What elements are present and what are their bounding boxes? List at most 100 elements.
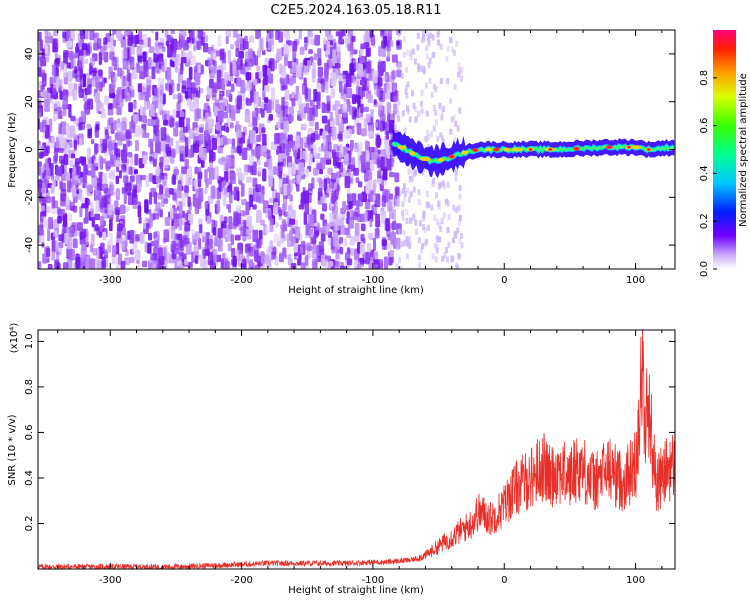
spectrogram-noise-cell [80, 110, 85, 119]
spectrogram-noise-cell [460, 66, 464, 73]
spectrogram-noise-cell [45, 196, 52, 204]
spectrogram-noise-cell [293, 150, 297, 158]
spectrogram-noise-cell [417, 198, 421, 205]
spectrogram-noise-cell [89, 258, 96, 269]
spectrogram-noise-cell [92, 68, 97, 77]
spectrogram-noise-cell [424, 82, 428, 89]
spectrogram-noise-cell [379, 120, 385, 132]
spectrogram-noise-cell [348, 216, 354, 229]
spectrogram-noise-cell [411, 48, 415, 55]
spectrogram-noise-cell [372, 179, 377, 188]
spectrogram-noise-cell [357, 181, 363, 188]
spectrogram-noise-cell [303, 77, 307, 87]
spectrogram-noise-cell [330, 172, 337, 183]
spectrogram-noise-cell [54, 52, 58, 59]
spectrogram-noise-cell [402, 229, 406, 236]
spectrogram-noise-cell [234, 234, 241, 241]
spectrogram-noise-cell [117, 67, 123, 77]
spectrogram-noise-cell [383, 83, 387, 94]
spectrogram-y-ticks: -40 -20 0 20 40 [24, 48, 675, 253]
spectrogram-noise-cell [200, 147, 207, 161]
spectrogram-noise-cell [383, 35, 388, 47]
spectrogram-noise-cell [415, 228, 419, 235]
spectrogram-noise-cell [57, 215, 62, 224]
signal-hotspot [503, 147, 511, 152]
spectrogram-noise-cell [417, 237, 421, 244]
spectrogram-noise-cell [409, 162, 413, 169]
spectrogram-noise-cell [121, 187, 127, 194]
spectrogram-noise-cell [79, 206, 83, 218]
spectrogram-noise-cell [313, 167, 319, 176]
spectrogram-noise-cell [73, 52, 79, 59]
spectrogram-noise-cell [219, 102, 226, 112]
spectrogram-noise-cell [72, 238, 78, 249]
spectrogram-noise-cell [444, 198, 448, 205]
spectrogram-noise-cell [53, 30, 59, 37]
spectrogram-noise-cell [84, 30, 89, 40]
spectrogram-noise-cell [416, 44, 420, 51]
spectrogram-noise-cell [170, 79, 175, 86]
spectrogram-noise-cell [204, 112, 209, 123]
spectrogram-noise-cell [173, 169, 179, 176]
spectrogram-noise-cell [327, 167, 333, 175]
spectrogram-noise-cell [109, 181, 114, 195]
spectrogram-noise-cell [163, 198, 169, 204]
spectrogram-noise-cell [120, 260, 126, 269]
spectrogram-noise-cell [59, 90, 63, 100]
spectrogram-noise-cell [58, 241, 64, 249]
spectrogram-noise-cell [449, 128, 453, 135]
spectrogram-noise-cell [439, 132, 443, 139]
spectrogram-noise-cell [292, 40, 298, 52]
spectrogram-noise-cell [458, 185, 462, 192]
spectrogram-noise-cell [278, 171, 282, 179]
spectrogram-noise-cell [430, 131, 434, 138]
spectrogram-noise-cell [194, 108, 200, 122]
spectrogram-noise-cell [230, 172, 236, 185]
spectrogram-noise-cell [150, 253, 157, 261]
spectrogram-noise-cell [148, 46, 155, 54]
spectrogram-noise-cell [108, 117, 114, 126]
spectrogram-noise-cell [129, 88, 135, 98]
spectrogram-noise-cell [337, 133, 343, 140]
spectrogram-noise-cell [335, 62, 341, 69]
spectrogram-noise-cell [412, 186, 416, 193]
spectrogram-noise-cell [428, 77, 432, 84]
spectrogram-noise-cell [102, 172, 108, 185]
spectrogram-noise-cell [115, 236, 119, 243]
spectrogram-noise-cell [440, 108, 444, 115]
spectrogram-noise-cell [345, 153, 349, 162]
spectrogram-noise-cell [333, 218, 340, 231]
spectrogram-noise-cell [58, 123, 63, 135]
spectrogram-noise-cell [146, 84, 151, 98]
spectrogram-noise-cell [363, 106, 370, 113]
spectrogram-noise-cell [44, 44, 49, 54]
spectrogram-noise-cell [112, 30, 117, 35]
spectrogram-noise-cell [408, 236, 412, 243]
spectrogram-noise-cell [192, 87, 199, 101]
spectrogram-noise-cell [218, 93, 223, 101]
spectrogram-noise-cell [230, 83, 235, 92]
spectrogram-noise-cell [228, 190, 233, 204]
spectrogram-noise-cell [407, 196, 411, 203]
spectrogram-noise-cell [314, 121, 319, 131]
spectrogram-noise-cell [158, 58, 164, 66]
spectrogram-noise-cell [53, 230, 58, 238]
y-tick-label: 0.8 [24, 379, 35, 395]
spectrogram-noise-cell [65, 196, 70, 206]
spectrogram-noise-cell [449, 37, 453, 44]
spectrogram-noise-cell [90, 57, 95, 66]
spectrogram-noise-cell [83, 164, 89, 175]
spectrogram-noise-cell [435, 119, 439, 126]
spectrogram-noise-cell [433, 214, 437, 221]
spectrogram-noise-cell [365, 113, 371, 123]
spectrogram-noise-cell [455, 40, 459, 47]
spectrogram-noise-cell [210, 185, 216, 199]
spectrogram-noise-cell [87, 147, 92, 160]
spectrogram-noise-cell [430, 204, 434, 211]
spectrogram-noise-cell [84, 254, 91, 269]
spectrogram-noise-cell [54, 147, 58, 162]
spectrogram-noise-cell [421, 168, 425, 175]
spectrogram-noise-cell [217, 110, 224, 123]
spectrogram-noise-cell [38, 179, 43, 189]
